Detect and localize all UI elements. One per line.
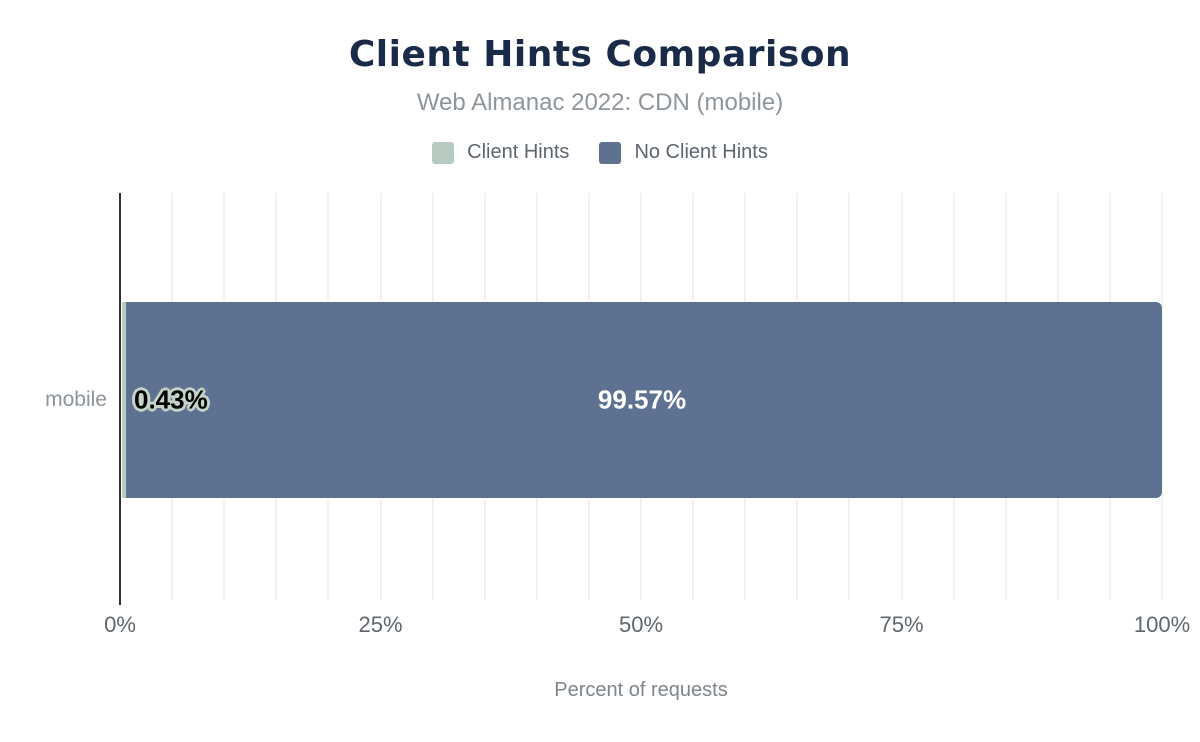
x-tick-100: 100%: [1133, 612, 1191, 637]
x-axis-title: Percent of requests: [554, 679, 728, 701]
x-axis-ticks: 0% 25% 50% 75% 100%: [104, 612, 1190, 642]
legend: Client Hints No Client Hints: [0, 141, 1200, 164]
plot-area: 0.43% 99.57%: [119, 193, 1163, 605]
gridline: [1161, 193, 1163, 600]
bar-value-label-no-client-hints: 99.57%: [597, 384, 687, 415]
bar-segment-no-client-hints[interactable]: [126, 302, 1162, 498]
x-tick-25: 25%: [358, 612, 403, 637]
chart-subtitle: Web Almanac 2022: CDN (mobile): [416, 89, 784, 116]
legend-label-no-client-hints: No Client Hints: [634, 141, 768, 163]
y-axis-line: [119, 193, 121, 605]
legend-swatch-client-hints: [432, 141, 455, 164]
x-tick-75: 75%: [879, 612, 924, 637]
legend-item-no-client-hints[interactable]: No Client Hints: [599, 141, 768, 164]
bar-segment-client-hints[interactable]: [122, 302, 127, 498]
chart-title: Client Hints Comparison: [348, 34, 852, 75]
legend-label-client-hints: Client Hints: [467, 141, 570, 163]
bar-row-mobile: 0.43% 99.57%: [122, 302, 1162, 498]
y-axis-category-label: mobile: [45, 388, 107, 411]
x-tick-50: 50%: [618, 612, 664, 637]
bar-value-label-client-hints: 0.43%: [134, 384, 208, 415]
legend-item-client-hints[interactable]: Client Hints: [432, 141, 569, 164]
x-tick-0: 0%: [104, 612, 136, 637]
legend-swatch-no-client-hints: [599, 141, 622, 164]
